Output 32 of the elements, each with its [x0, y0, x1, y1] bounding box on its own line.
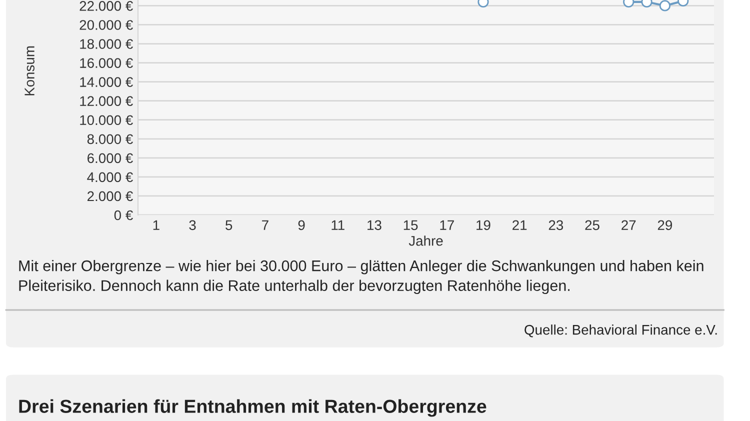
y-tick-label: 14.000 €	[80, 77, 133, 87]
x-tick-label: 1	[153, 220, 160, 230]
y-tick-label: 2.000 €	[88, 191, 133, 202]
x-tick-label: 21	[512, 220, 527, 230]
x-axis-title: Jahre	[408, 236, 443, 246]
y-axis-title: Konsum	[24, 46, 34, 96]
y-tick-label: 22.000 €	[80, 1, 133, 11]
y-tick-label: 20.000 €	[80, 20, 133, 30]
y-tick-label: 4.000 €	[87, 172, 133, 182]
x-tick-label: 15	[404, 220, 418, 230]
y-tick-label: 16.000 €	[80, 58, 133, 68]
x-tick-label: 5	[226, 220, 232, 230]
source-note: Quelle: Behavioral Finance e.V.	[524, 324, 717, 338]
y-tick-label: 0 €	[114, 210, 133, 220]
x-tick-label: 13	[368, 220, 382, 230]
x-tick-label: 9	[298, 220, 305, 230]
x-tick-label: 3	[189, 220, 196, 230]
x-tick-label: 23	[548, 220, 564, 230]
x-tick-label: 25	[585, 220, 600, 230]
y-tick-label: 18.000 €	[80, 39, 133, 49]
x-tick-label: 11	[332, 220, 344, 230]
y-tick-label: 6.000 €	[88, 153, 133, 164]
y-tick-label: 12.000 €	[80, 96, 133, 106]
text: Drei Szenarien für Entnahmen mit Raten-Obergrenze	[19, 399, 486, 417]
x-tick-label: 19	[476, 220, 490, 230]
y-tick-label: 8.000 €	[87, 134, 133, 144]
y-tick-label: 10.000 €	[80, 115, 133, 126]
x-tick-label: 29	[658, 220, 672, 230]
x-tick-label: 7	[262, 220, 268, 230]
x-tick-label: 27	[622, 220, 636, 230]
text: Mit einer Obergrenze – wie hier bei 30.000 Euro – glätten Anleger die Schwankungen und haben kein Pleiterisiko. Dennoch kann die Rate unterhalb der bevorzugten Ratenhöhe liegen.	[19, 260, 704, 294]
x-tick-label: 17	[440, 220, 454, 230]
